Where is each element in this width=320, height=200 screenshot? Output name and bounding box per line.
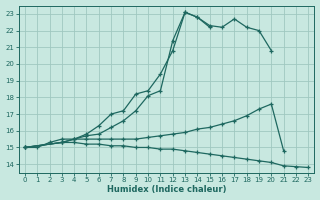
X-axis label: Humidex (Indice chaleur): Humidex (Indice chaleur) xyxy=(107,185,226,194)
